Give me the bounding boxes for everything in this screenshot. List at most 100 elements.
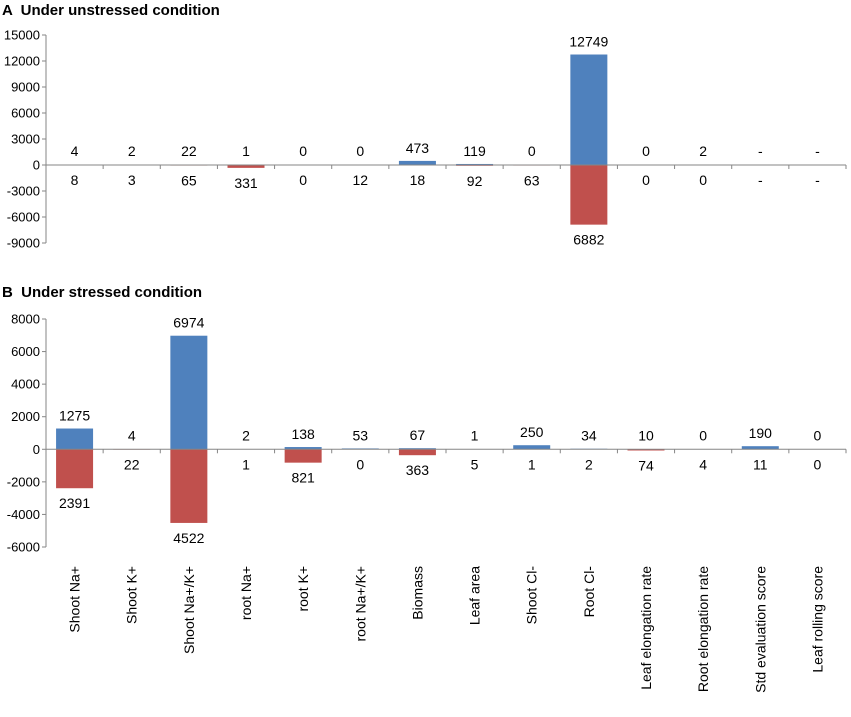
- chart-a-label-bottom: 331: [234, 175, 258, 191]
- category-label: Root elongation rate: [695, 566, 711, 692]
- chart-b-label-bottom: 2391: [59, 495, 90, 511]
- chart-b-label-top: 138: [291, 426, 315, 442]
- chart-b-bar-negative: [398, 449, 436, 456]
- chart-a-y-tick-label: -3000: [7, 184, 40, 199]
- chart-a-label-bottom: 65: [181, 173, 197, 189]
- chart-b-y-tick-label: -4000: [7, 507, 40, 522]
- chart-b-label-bottom: 2: [585, 456, 593, 472]
- chart-b: 80006000400020000-2000-4000-600012752391…: [7, 312, 847, 693]
- chart-b-label-bottom: 11: [753, 456, 768, 472]
- chart-b-label-bottom: 821: [291, 470, 315, 486]
- chart-a-y-tick-label: 12000: [4, 54, 40, 69]
- chart-a-title: A Under unstressed condition: [2, 2, 220, 19]
- chart-b-bar-positive: [398, 448, 436, 450]
- category-label: root K+: [295, 566, 311, 612]
- chart-a-label-top: 473: [406, 140, 430, 156]
- chart-b-label-top: 1: [471, 427, 479, 443]
- chart-a-y-tick-label: 6000: [11, 106, 40, 121]
- chart-a-label-top: 119: [463, 143, 486, 159]
- category-label: Shoot Na+/K+: [181, 566, 197, 654]
- chart-b-label-bottom: 5: [471, 456, 479, 472]
- chart-b-bar-positive: [284, 447, 322, 450]
- chart-a: 15000120009000600030000-3000-6000-900048…: [4, 28, 847, 251]
- chart-a-bar-positive: [398, 160, 436, 165]
- category-label: Std evaluation score: [752, 566, 768, 693]
- chart-b-y-tick-label: 0: [33, 442, 40, 457]
- chart-a-label-top: 1: [242, 143, 250, 159]
- category-label: Biomass: [409, 566, 425, 620]
- chart-a-bar-negative: [570, 165, 608, 225]
- chart-b-label-bottom: 4: [699, 456, 707, 472]
- chart-a-label-top: 0: [299, 143, 307, 159]
- chart-b-label-top: 190: [749, 425, 773, 441]
- chart-a-label-bottom: 12: [352, 172, 368, 188]
- chart-b-label-top: 53: [352, 427, 368, 443]
- chart-b-bar-positive: [513, 445, 551, 450]
- category-label: Root Cl-: [581, 566, 597, 618]
- chart-a-label-top: 2: [699, 143, 707, 159]
- chart-a-y-tick-label: -9000: [7, 236, 40, 251]
- chart-a-y-tick-label: 3000: [11, 132, 40, 147]
- chart-a-label-top: 2: [128, 143, 136, 159]
- chart-a-label-bottom: 3: [128, 172, 136, 188]
- chart-a-label-bottom: -: [815, 172, 820, 188]
- chart-a-label-bottom: 0: [699, 172, 707, 188]
- chart-b-bar-negative: [56, 449, 94, 489]
- chart-b-label-bottom: 1: [528, 456, 536, 472]
- chart-a-y-tick-label: 0: [33, 158, 40, 173]
- chart-a-label-bottom: 63: [524, 173, 540, 189]
- chart-a-label-top: -: [758, 143, 763, 159]
- chart-a-label-bottom: -: [758, 172, 763, 188]
- chart-b-y-tick-label: 4000: [11, 377, 40, 392]
- chart-b-label-top: 4: [128, 427, 136, 443]
- chart-b-label-top: 1275: [59, 408, 90, 424]
- chart-a-label-top: 0: [642, 143, 650, 159]
- chart-a-label-top: -: [815, 143, 820, 159]
- chart-b-bar-negative: [627, 449, 665, 451]
- chart-a-label-bottom: 0: [642, 172, 650, 188]
- chart-a-label-bottom: 6882: [573, 232, 604, 248]
- chart-a-bar-positive: [570, 54, 608, 165]
- chart-b-bar-positive: [170, 335, 208, 450]
- chart-b-label-bottom: 74: [638, 457, 654, 473]
- chart-b-label-top: 6974: [173, 315, 204, 331]
- category-label: Shoot Cl-: [524, 566, 540, 625]
- chart-b-label-top: 0: [814, 427, 822, 443]
- chart-b-title: B Under stressed condition: [2, 284, 202, 301]
- chart-b-y-tick-label: -6000: [7, 540, 40, 555]
- chart-b-label-bottom: 22: [124, 457, 140, 473]
- chart-b-label-top: 0: [699, 427, 707, 443]
- chart-a-label-bottom: 0: [299, 172, 307, 188]
- category-label: Shoot Na+: [67, 566, 83, 633]
- chart-a-label-top: 4: [71, 143, 79, 159]
- category-label: Leaf rolling score: [809, 566, 825, 673]
- chart-b-y-tick-label: -2000: [7, 474, 40, 489]
- chart-b-label-top: 34: [581, 427, 597, 443]
- chart-b-label-bottom: 0: [814, 456, 822, 472]
- chart-b-y-tick-label: 6000: [11, 344, 40, 359]
- chart-b-y-tick-label: 8000: [11, 312, 40, 327]
- chart-a-bar-negative: [227, 165, 265, 168]
- chart-b-label-bottom: 363: [406, 462, 430, 478]
- chart-a-y-tick-label: 9000: [11, 80, 40, 95]
- chart-b-label-top: 250: [520, 424, 544, 440]
- category-label: root Na+/K+: [352, 566, 368, 642]
- chart-a-y-tick-label: -6000: [7, 210, 40, 225]
- chart-b-bar-negative: [170, 449, 208, 523]
- chart-b-label-top: 67: [410, 427, 426, 443]
- chart-b-label-bottom: 1: [242, 456, 250, 472]
- chart-a-label-bottom: 8: [71, 172, 79, 188]
- chart-b-label-top: 10: [638, 427, 654, 443]
- chart-b-label-top: 2: [242, 427, 250, 443]
- category-label: Leaf area: [467, 566, 483, 625]
- chart-b-label-bottom: 0: [356, 456, 364, 472]
- chart-b-label-bottom: 4522: [173, 530, 204, 546]
- chart-b-y-tick-label: 2000: [11, 409, 40, 424]
- chart-b-bar-negative: [284, 449, 322, 463]
- chart-a-label-top: 22: [181, 143, 197, 159]
- chart-b-bar-positive: [741, 446, 779, 450]
- chart-a-label-top: 12749: [569, 34, 608, 50]
- category-label: Leaf elongation rate: [638, 566, 654, 690]
- chart-b-bar-positive: [56, 428, 94, 450]
